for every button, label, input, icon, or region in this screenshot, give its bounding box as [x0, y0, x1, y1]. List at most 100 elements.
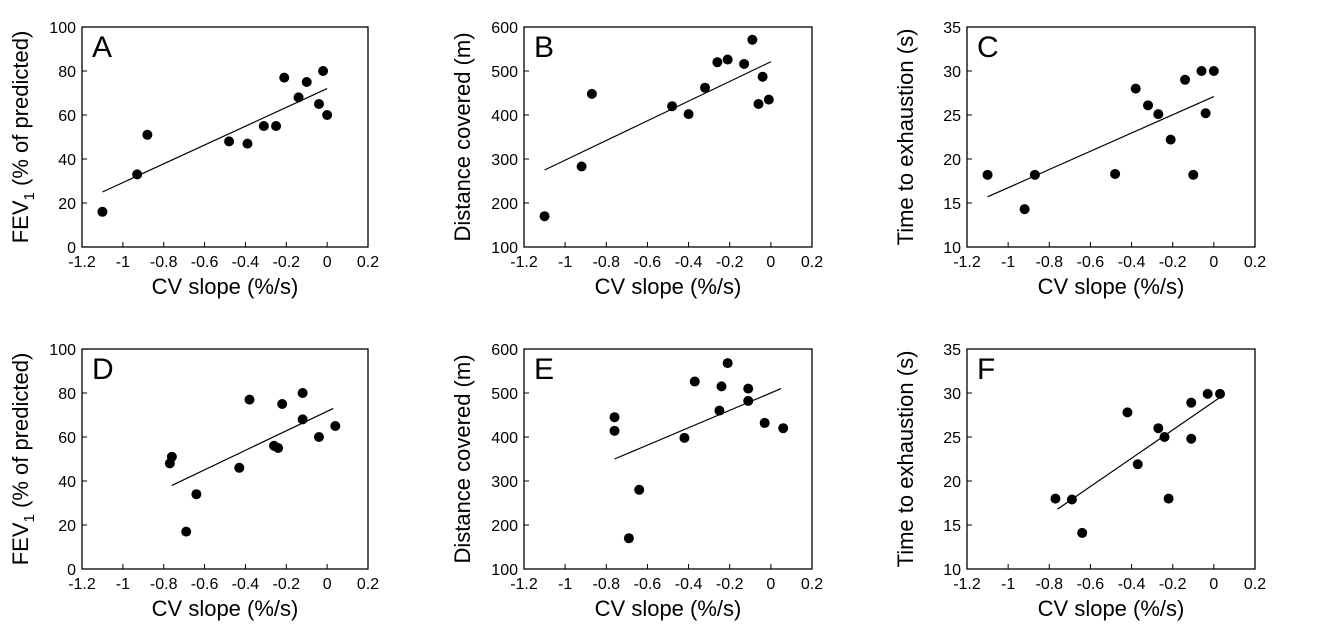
data-point	[716, 381, 726, 391]
x-tick-label: -0.6	[191, 576, 219, 593]
data-point	[587, 89, 597, 99]
data-point	[610, 426, 620, 436]
data-point	[723, 358, 733, 368]
x-axis-label: CV slope (%/s)	[152, 274, 299, 299]
panel-label: F	[977, 353, 995, 386]
y-tick-label: 200	[491, 196, 518, 213]
y-tick-label: 80	[58, 386, 76, 403]
data-point	[760, 418, 770, 428]
panel-label: A	[92, 31, 112, 64]
x-tick-label: -0.2	[1159, 254, 1187, 271]
x-tick-label: 0.2	[1244, 576, 1266, 593]
y-tick-label: 60	[58, 430, 76, 447]
x-tick-label: 0	[1209, 254, 1218, 271]
data-point	[330, 421, 340, 431]
panel-b: -1.2 -1 -0.8 -0.6 -0.4 -0.2 0 0.210020030040050…	[450, 20, 823, 299]
x-tick-label: 0	[766, 254, 775, 271]
x-tick-label: -0.8	[150, 576, 178, 593]
y-tick-label: 0	[67, 240, 76, 257]
data-point	[245, 395, 255, 405]
y-tick-label: 200	[491, 518, 518, 535]
data-point	[712, 57, 722, 67]
panel-label: C	[977, 31, 999, 64]
data-point	[277, 399, 287, 409]
data-point	[684, 109, 694, 119]
data-point	[181, 527, 191, 537]
data-point	[1153, 109, 1163, 119]
y-label-subscript: 1	[21, 192, 38, 200]
y-tick-label: 100	[49, 342, 76, 359]
data-point	[142, 130, 152, 140]
data-point	[1164, 494, 1174, 504]
data-point	[298, 388, 308, 398]
x-axis-label: CV slope (%/s)	[595, 274, 742, 299]
data-point	[322, 110, 332, 120]
data-point	[540, 211, 550, 221]
regression-line	[1058, 397, 1221, 509]
x-tick-label: -0.8	[592, 254, 620, 271]
x-tick-label: -0.6	[1077, 576, 1105, 593]
data-point	[764, 95, 774, 105]
regression-line	[988, 97, 1214, 197]
x-tick-label: -0.4	[1118, 576, 1146, 593]
data-point	[1131, 84, 1141, 94]
panel-d: -1.2 -1 -0.8 -0.6 -0.4 -0.2 0 0.2 0 20 40 60 80 100 CV…	[8, 342, 379, 621]
x-tick-label: -0.2	[272, 576, 300, 593]
data-point	[1110, 169, 1120, 179]
data-point	[259, 121, 269, 131]
x-tick-label: -1	[558, 576, 572, 593]
data-point	[1050, 494, 1060, 504]
y-tick-label: 20	[58, 518, 76, 535]
y-axis-label: FEV1 (% of predicted)	[8, 353, 38, 566]
plot-frame	[524, 349, 812, 569]
data-point	[634, 485, 644, 495]
y-tick-label: 400	[491, 430, 518, 447]
y-tick-label: 25	[943, 430, 961, 447]
data-point	[624, 533, 634, 543]
x-tick-label: -0.4	[232, 254, 260, 271]
data-point	[714, 406, 724, 416]
data-point	[983, 170, 993, 180]
x-axis-label: CV slope (%/s)	[1038, 596, 1185, 621]
data-point	[690, 377, 700, 387]
y-label-main: FEV	[8, 522, 33, 565]
y-tick-label: 10	[943, 562, 961, 579]
x-tick-label: -0.6	[191, 254, 219, 271]
regression-line	[172, 408, 333, 485]
x-tick-label: -0.4	[675, 576, 703, 593]
data-point	[723, 55, 733, 65]
data-point	[273, 443, 283, 453]
y-axis-label: Time to exhaustion (s)	[893, 351, 918, 568]
regression-line	[545, 62, 771, 170]
data-point	[743, 396, 753, 406]
data-point	[1030, 170, 1040, 180]
data-point	[1203, 389, 1213, 399]
y-axis-label: FEV1 (% of predicted)	[8, 31, 38, 244]
panel-f: -1.2 -1 -0.8 -0.6 -0.4 -0.2 0 0.2101520253035CV…	[893, 342, 1266, 621]
x-tick-label: -0.2	[272, 254, 300, 271]
data-point	[577, 161, 587, 171]
data-point	[758, 72, 768, 82]
x-tick-label: -0.8	[150, 254, 178, 271]
data-point	[1186, 398, 1196, 408]
y-tick-label: 20	[58, 196, 76, 213]
data-point	[302, 77, 312, 87]
data-point	[314, 432, 324, 442]
data-point	[1143, 100, 1153, 110]
y-label-rest: (% of predicted)	[8, 31, 33, 192]
x-tick-label: -0.6	[634, 254, 662, 271]
x-tick-label: -1	[116, 254, 130, 271]
x-tick-label: -0.4	[1118, 254, 1146, 271]
data-point	[679, 433, 689, 443]
x-tick-label: 0.2	[357, 576, 379, 593]
data-point	[191, 489, 201, 499]
data-point	[1197, 66, 1207, 76]
x-tick-label: 0	[766, 576, 775, 593]
x-tick-label: -0.8	[592, 576, 620, 593]
x-tick-label: 0	[323, 576, 332, 593]
data-point	[132, 169, 142, 179]
plot-frame	[82, 349, 368, 569]
data-point	[1209, 66, 1219, 76]
data-point	[739, 59, 749, 69]
x-tick-label: 0	[323, 254, 332, 271]
